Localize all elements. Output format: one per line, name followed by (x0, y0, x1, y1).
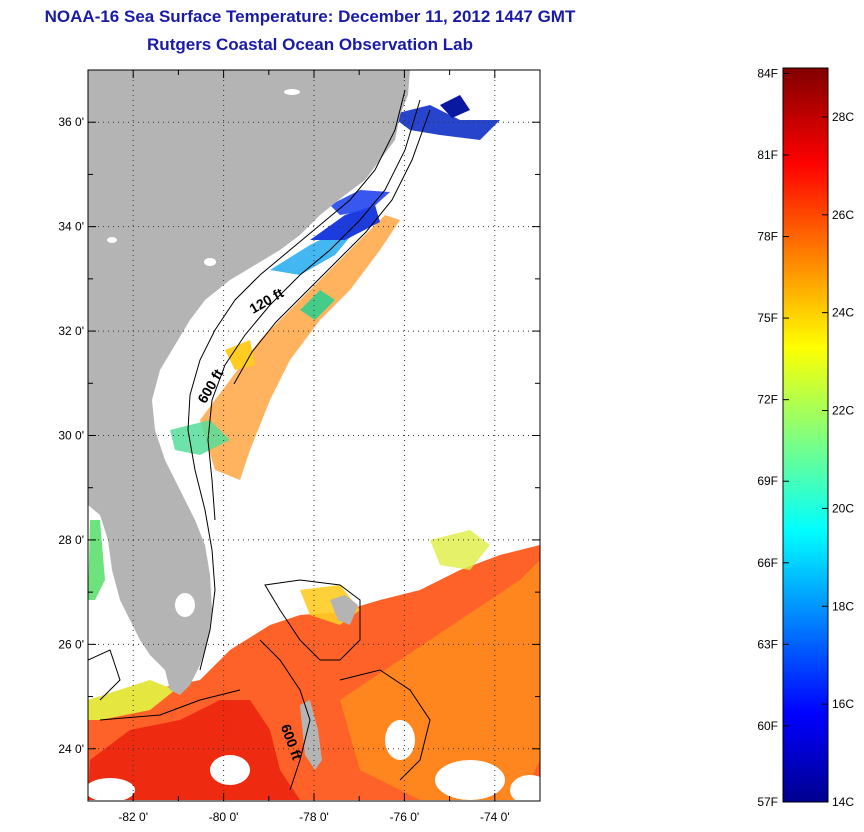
colorbar-label-f: 78F (757, 230, 778, 244)
colorbar-label-c: 16C (832, 697, 854, 711)
colorbar (782, 67, 829, 803)
lon-tick-label: -82 0' (118, 810, 148, 824)
colorbar-label-f: 75F (757, 311, 778, 325)
colorbar-label-c: 28C (832, 110, 854, 124)
colorbar-label-c: 22C (832, 404, 854, 418)
lat-tick-label: 26 0' (58, 637, 84, 651)
bathymetry-contours (88, 89, 431, 791)
colorbar-label-f: 63F (757, 637, 778, 651)
colorbar-label-f: 57F (757, 795, 778, 809)
lon-tick-label: -78 0' (299, 810, 329, 824)
lat-tick-label: 30 0' (58, 429, 84, 443)
map-subtitle: Rutgers Coastal Ocean Observation Lab (147, 35, 473, 54)
lon-tick-label: -74 0' (480, 810, 510, 824)
colorbar-label-f: 81F (757, 148, 778, 162)
colorbar-label-f: 84F (757, 66, 778, 80)
lat-tick-label: 32 0' (58, 324, 84, 338)
lat-tick-label: 28 0' (58, 533, 84, 547)
map-title: NOAA-16 Sea Surface Temperature: Decembe… (44, 7, 576, 26)
colorbar-label-c: 18C (832, 599, 854, 613)
sst-shelf-patches (200, 215, 400, 480)
map-grid (88, 70, 540, 801)
colorbar-label-f: 69F (757, 474, 778, 488)
bahamas-islands (300, 700, 322, 770)
map-ticks (87, 69, 541, 802)
lon-tick-label: -76 0' (390, 810, 420, 824)
colorbar-label-c: 26C (832, 208, 854, 222)
lon-tick-label: -80 0' (209, 810, 239, 824)
colorbar-label-c: 20C (832, 501, 854, 515)
colorbar-label-c: 24C (832, 306, 854, 320)
lat-tick-label: 34 0' (58, 220, 84, 234)
sst-yellow-band (88, 680, 175, 720)
lat-tick-label: 24 0' (58, 742, 84, 756)
colorbar-label-f: 60F (757, 719, 778, 733)
colorbar-label-f: 72F (757, 393, 778, 407)
colorbar-label-f: 66F (757, 556, 778, 570)
lat-tick-label: 36 0' (58, 115, 84, 129)
colorbar-label-c: 14C (832, 795, 854, 809)
